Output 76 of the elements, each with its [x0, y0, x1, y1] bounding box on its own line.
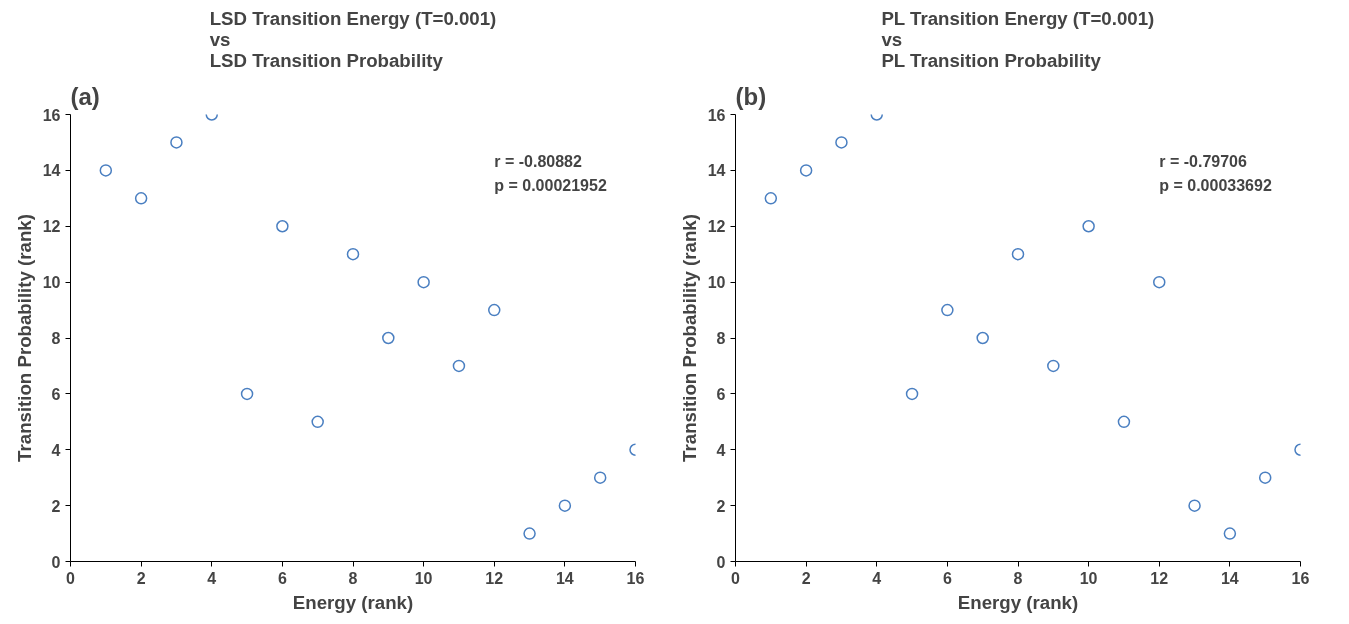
y-tick-label: 16 [707, 106, 726, 124]
y-tick-label: 0 [716, 553, 726, 571]
x-tick-label: 16 [1291, 569, 1310, 587]
text: (a) [70, 82, 100, 110]
x-tick-label: 10 [1079, 569, 1098, 587]
y-tick-label: 6 [51, 385, 61, 403]
y-axis-title: Transition Probability (rank) [13, 214, 35, 462]
point [134, 192, 148, 205]
point [240, 387, 254, 401]
point [1188, 499, 1201, 512]
chart-title: LSD Transition Energy (T=0.001) vs LSD Transition Probability [209, 7, 497, 71]
point [1258, 471, 1272, 484]
point [835, 136, 848, 149]
annotation: p = 0.00033692 [1159, 176, 1272, 194]
x-tick-label: 12 [485, 569, 504, 587]
point [311, 415, 324, 429]
point [558, 499, 572, 512]
y-tick-label: 4 [716, 441, 726, 459]
point [488, 303, 501, 317]
annotation: p = 0.00021952 [494, 176, 607, 194]
point [1047, 359, 1060, 373]
point [1153, 275, 1166, 289]
point [976, 331, 989, 345]
x-tick-label: 10 [414, 569, 433, 587]
point [764, 192, 778, 205]
point [99, 164, 113, 177]
y-tick-label: 12 [707, 218, 726, 236]
text: (b) [735, 82, 767, 110]
x-tick-label: 16 [626, 569, 645, 587]
y-tick-label: 4 [51, 441, 61, 459]
y-tick-label: 6 [716, 385, 726, 403]
point [523, 527, 536, 540]
point [1082, 220, 1095, 233]
y-tick-label: 8 [51, 330, 61, 347]
point [905, 387, 919, 401]
y-tick-label: 14 [42, 162, 61, 180]
x-tick-label: 8 [1013, 569, 1023, 587]
point [1117, 415, 1131, 429]
x-tick-label: 0 [731, 569, 741, 587]
annotation: r = -0.80882 [494, 152, 582, 170]
x-tick-label: 0 [66, 569, 76, 587]
point [799, 164, 813, 177]
x-axis-title: Energy (rank) [292, 591, 414, 613]
point [452, 359, 466, 373]
y-axis-title: Transition Probability (rank) [678, 214, 700, 462]
point [276, 220, 289, 233]
x-tick-label: 14 [1220, 569, 1239, 587]
x-tick-label: 4 [872, 569, 882, 587]
point [1223, 527, 1237, 540]
point [346, 247, 360, 261]
point [941, 303, 954, 317]
y-tick-label: 2 [716, 497, 726, 515]
point [1011, 247, 1025, 261]
y-tick-label: 14 [707, 162, 726, 180]
chart-title: PL Transition Energy (T=0.001) vs PL Transition Probability [881, 7, 1155, 71]
x-tick-label: 8 [348, 569, 358, 587]
x-tick-label: 6 [277, 569, 287, 587]
annotation: r = -0.79706 [1159, 152, 1247, 170]
x-axis-title: Energy (rank) [957, 591, 1079, 613]
y-tick-label: 12 [42, 218, 61, 236]
point [593, 471, 607, 484]
y-tick-label: 16 [42, 106, 61, 124]
point [417, 275, 430, 289]
x-tick-label: 2 [136, 569, 146, 587]
x-tick-label: 12 [1150, 569, 1169, 587]
x-tick-label: 6 [942, 569, 952, 587]
x-tick-label: 2 [801, 569, 811, 587]
point [382, 331, 395, 345]
y-tick-label: 2 [51, 497, 61, 515]
y-tick-label: 0 [51, 553, 61, 571]
x-tick-label: 14 [555, 569, 574, 587]
y-tick-label: 10 [707, 274, 726, 292]
x-tick-label: 4 [207, 569, 217, 587]
y-tick-label: 8 [716, 330, 726, 347]
point [170, 136, 183, 149]
y-tick-label: 10 [42, 274, 61, 292]
